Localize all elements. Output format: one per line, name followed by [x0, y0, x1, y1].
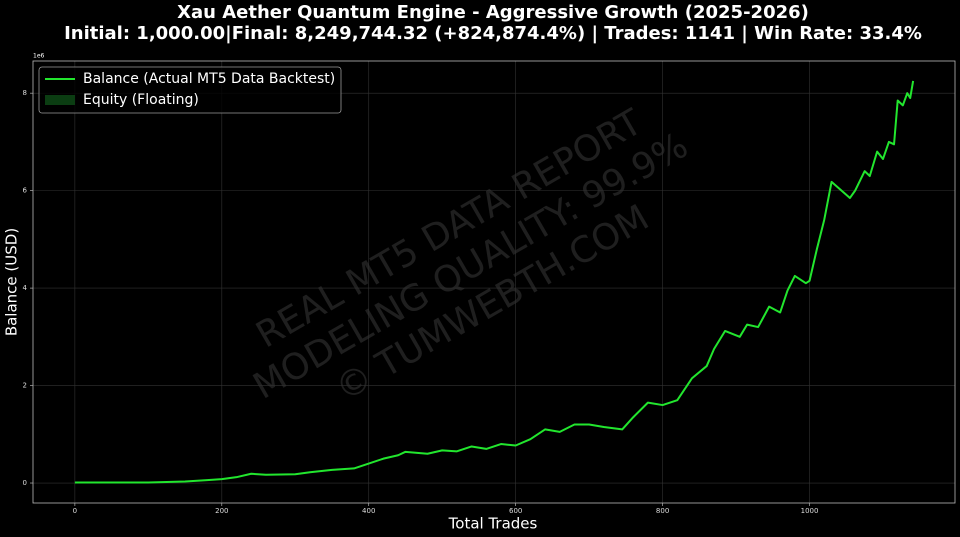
y-offset-label: 1e6 [33, 53, 45, 60]
x-tick-label: 0 [73, 507, 77, 515]
x-tick-label: 400 [362, 507, 375, 515]
y-tick-label: 0 [23, 479, 27, 487]
y-tick-label: 2 [23, 382, 27, 390]
chart-title: Xau Aether Quantum Engine - Aggressive G… [177, 2, 809, 23]
balance-line [74, 80, 915, 484]
plot-frame [32, 60, 956, 504]
legend-label: Balance (Actual MT5 Data Backtest) [83, 71, 335, 87]
x-tick-label: 200 [215, 507, 228, 515]
y-tick-label: 6 [23, 187, 28, 195]
legend-box [38, 66, 342, 114]
legend-label: Equity (Floating) [83, 92, 199, 108]
y-tick-label: 4 [23, 284, 28, 292]
x-tick-label: 1000 [801, 507, 819, 515]
y-axis-label: Balance (USD) [3, 228, 21, 336]
x-tick-label: 800 [656, 507, 669, 515]
y-tick-label: 8 [23, 89, 27, 97]
legend-swatch [45, 95, 75, 105]
x-axis-label: Total Trades [448, 515, 538, 533]
x-tick-label: 600 [509, 507, 522, 515]
chart-subtitle: Initial: 1,000.00|Final: 8,249,744.32 (+… [64, 23, 922, 44]
